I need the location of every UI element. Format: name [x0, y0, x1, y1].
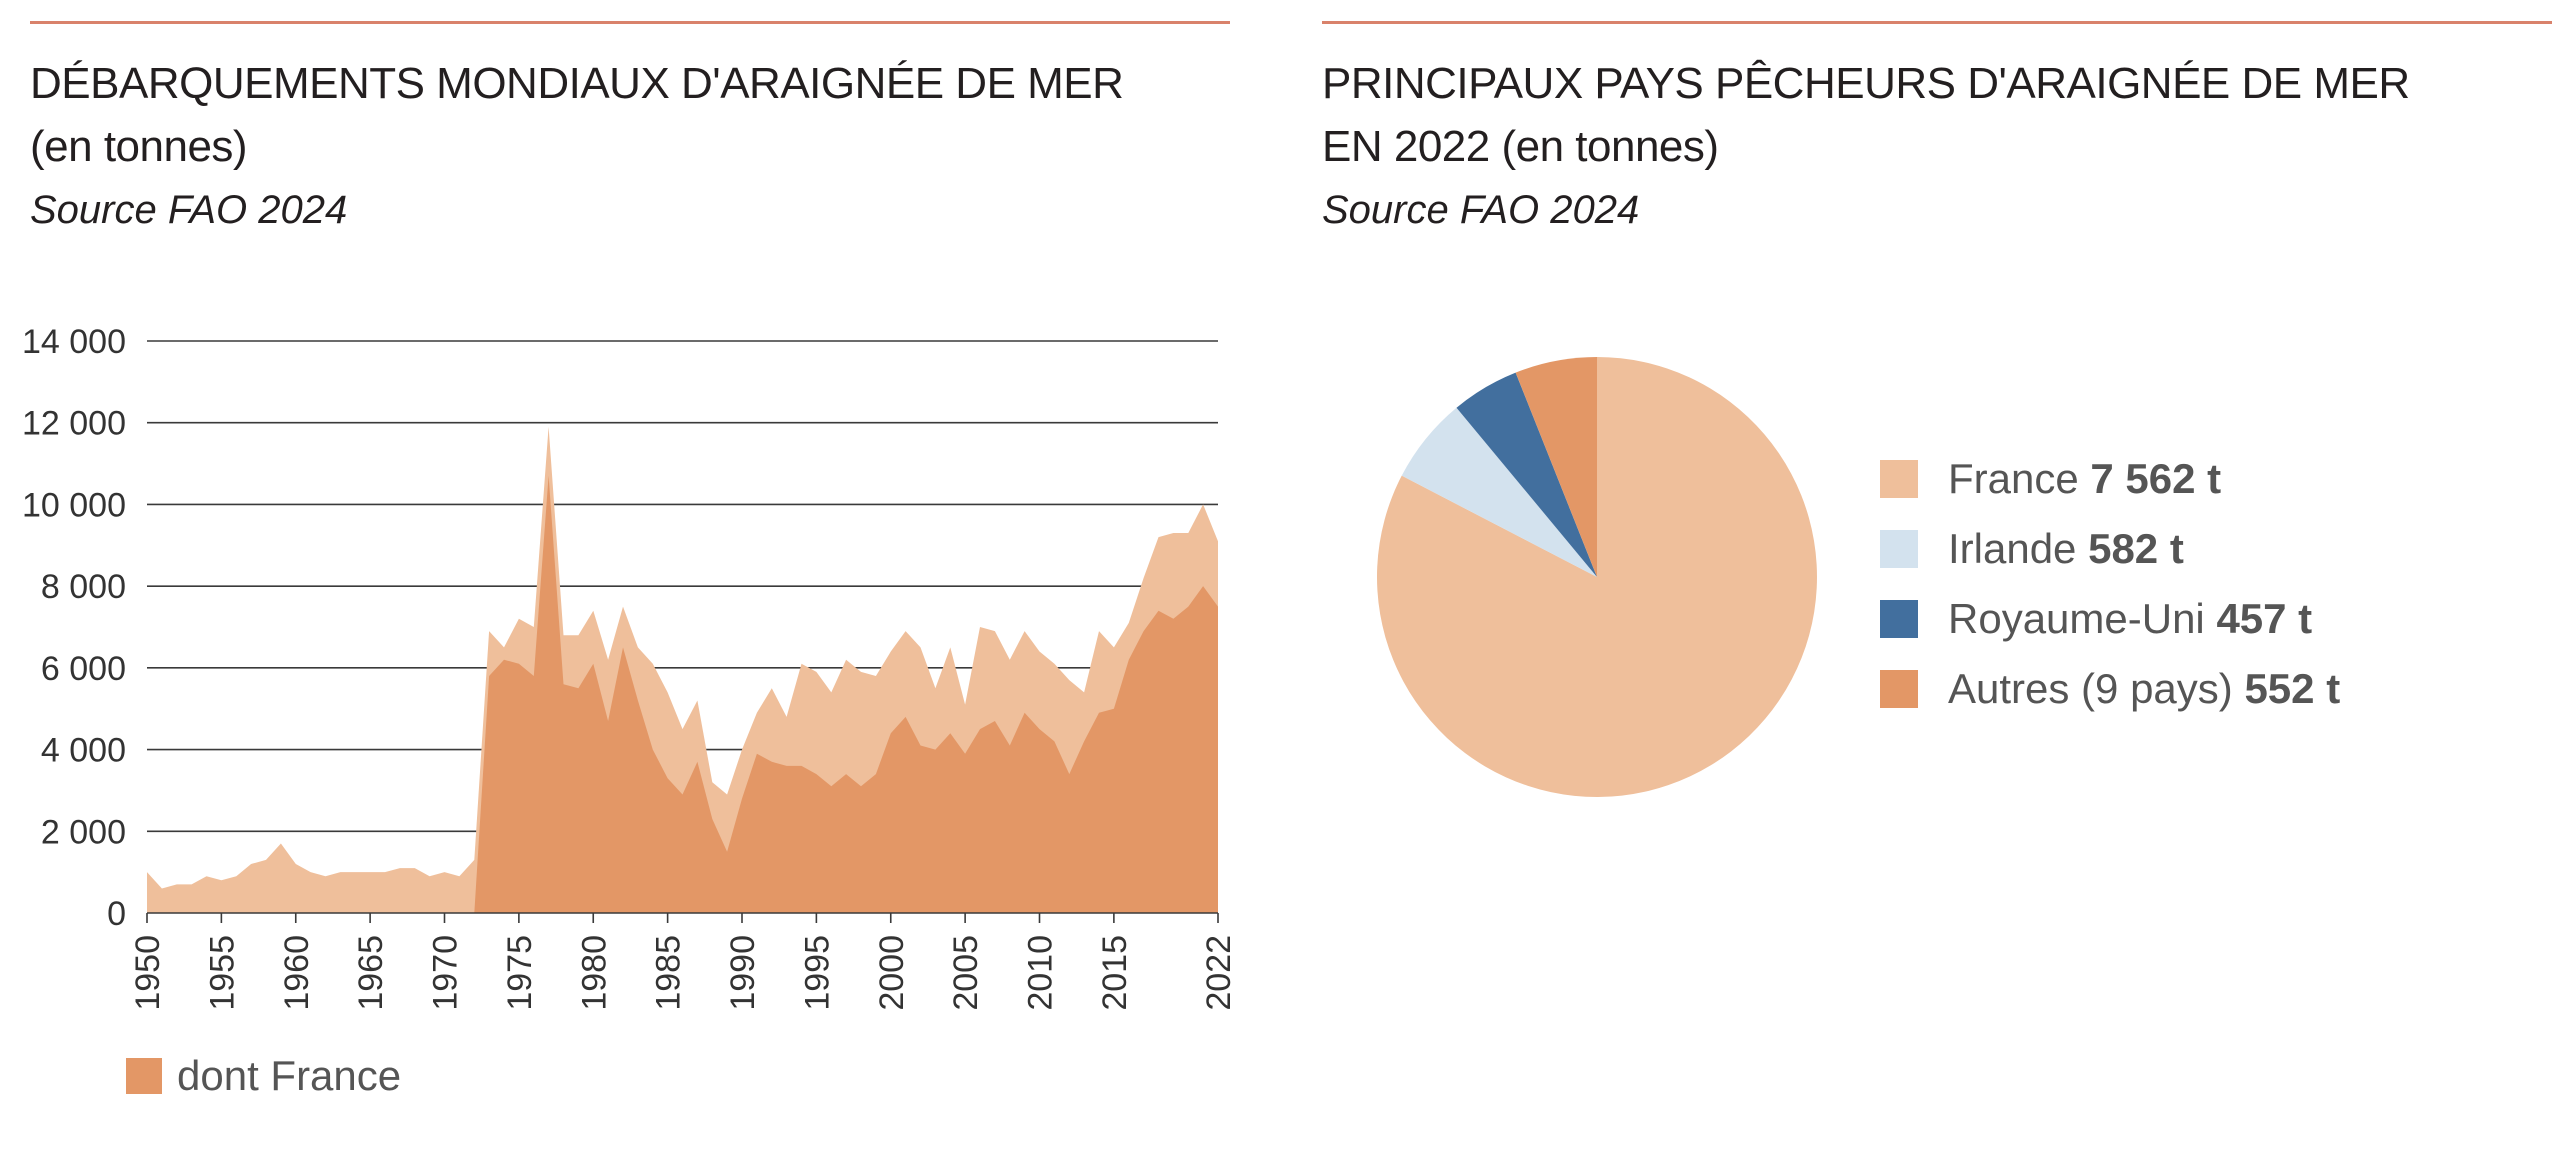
landings-panel: DÉBARQUEMENTS MONDIAUX D'ARAIGNÉE DE MER…	[30, 0, 1230, 242]
countries-panel: PRINCIPAUX PAYS PÊCHEURS D'ARAIGNÉE DE M…	[1322, 0, 2552, 242]
x-tick-label: 1985	[650, 935, 688, 1011]
legend-entry: Royaume-Uni 457 t	[1948, 595, 2312, 642]
top-rule	[1322, 21, 2552, 24]
legend-value-label: 7 562 t	[2090, 455, 2221, 502]
legend-country-label: France	[1948, 455, 2090, 502]
legend-entry: Autres (9 pays) 552 t	[1948, 665, 2340, 712]
pie-title-line1: PRINCIPAUX PAYS PÊCHEURS D'ARAIGNÉE DE M…	[1322, 59, 2410, 108]
x-tick-label: 1950	[129, 935, 167, 1011]
top-rule	[30, 21, 1230, 24]
area-chart: 0 2 000 4 000 6 000 8 000 10 000 12 000 14 000 1…	[22, 323, 1238, 1099]
legend-country-label: Autres (9 pays)	[1948, 665, 2244, 712]
pie-source: Source FAO 2024	[1322, 188, 1640, 232]
legend-swatch	[1880, 460, 1918, 498]
x-tick-label: 2015	[1096, 935, 1134, 1011]
legend-swatch	[1880, 600, 1918, 638]
pie-title: PRINCIPAUX PAYS PÊCHEURS D'ARAIGNÉE DE M…	[1322, 52, 2552, 178]
pie-slice-royaume-uni	[1456, 372, 1597, 577]
chart-title-line2: (en tonnes)	[30, 122, 248, 171]
x-tick-label: 1990	[724, 935, 762, 1011]
legend-swatch	[1880, 670, 1918, 708]
pie-slice-autres-9-pays	[1515, 357, 1597, 577]
legend-swatch-france	[126, 1058, 162, 1094]
legend-value-label: 457 t	[2216, 595, 2312, 642]
x-tick-label: 1960	[278, 935, 316, 1011]
legend-value-label: 582 t	[2088, 525, 2184, 572]
series-france-area	[147, 475, 1218, 913]
pie-title-line2: EN 2022 (en tonnes)	[1322, 122, 1719, 171]
x-tick-label: 2000	[873, 935, 911, 1011]
x-tick-label: 2010	[1022, 935, 1060, 1011]
pie-slice-irlande	[1401, 407, 1597, 577]
y-tick-label: 2 000	[41, 813, 126, 851]
x-tick-label: 1995	[798, 935, 836, 1011]
x-tick-label: 1975	[501, 935, 539, 1011]
y-tick-label: 8 000	[41, 568, 126, 606]
x-tick-label: 2005	[947, 935, 985, 1011]
x-tick-label: 1965	[352, 935, 390, 1011]
legend-country-label: Royaume-Uni	[1948, 595, 2216, 642]
pie-slice-france	[1376, 357, 1817, 797]
legend-entry: France 7 562 t	[1948, 455, 2221, 502]
x-tick-label: 1980	[575, 935, 613, 1011]
y-tick-label: 6 000	[41, 650, 126, 688]
legend-entry: Irlande 582 t	[1948, 525, 2184, 572]
chart-source: Source FAO 2024	[30, 188, 348, 232]
legend-country-label: Irlande	[1948, 525, 2088, 572]
x-tick-label: 1955	[203, 935, 241, 1011]
chart-title-line1: DÉBARQUEMENTS MONDIAUX D'ARAIGNÉE DE MER	[30, 59, 1124, 108]
x-tick-label: 2022	[1200, 935, 1238, 1011]
y-tick-label: 4 000	[41, 732, 126, 770]
legend-swatch	[1880, 530, 1918, 568]
y-tick-label: 0	[107, 895, 126, 933]
y-tick-label: 14 000	[22, 323, 126, 361]
y-tick-label: 10 000	[22, 486, 126, 524]
legend-label-france: dont France	[177, 1052, 401, 1099]
chart-title: DÉBARQUEMENTS MONDIAUX D'ARAIGNÉE DE MER…	[30, 52, 1230, 178]
legend-value-label: 552 t	[2244, 665, 2340, 712]
x-tick-label: 1970	[427, 935, 465, 1011]
y-tick-label: 12 000	[22, 405, 126, 443]
